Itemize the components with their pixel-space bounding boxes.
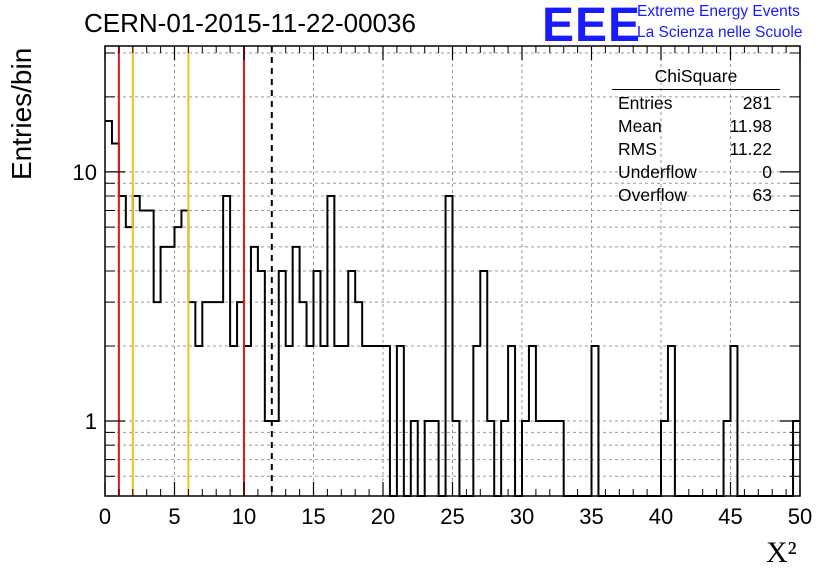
stats-value: 281 <box>742 93 772 113</box>
stats-row-entries: Entries 281 <box>612 92 780 115</box>
histogram-bin <box>480 271 487 496</box>
histogram-bin <box>168 247 175 496</box>
y-tick-label: 10 <box>73 160 97 185</box>
stats-value: 0 <box>762 162 772 182</box>
x-tick-label: 0 <box>99 504 111 529</box>
x-tick-label: 45 <box>718 504 742 529</box>
stats-title: ChiSquare <box>612 66 780 90</box>
x-tick-label: 5 <box>168 504 180 529</box>
x-tick-label: 15 <box>301 504 325 529</box>
histogram-bin <box>258 271 265 496</box>
eee-logo: EEE <box>542 0 642 52</box>
histogram-bin <box>161 247 168 496</box>
x-tick-label: 10 <box>232 504 256 529</box>
histogram-bin <box>348 271 355 496</box>
stats-label: Entries <box>618 93 673 113</box>
histogram-bin <box>279 271 286 496</box>
x-tick-label: 35 <box>579 504 603 529</box>
axis-ticks: 0 5 10 15 20 25 30 35 40 45 50 1 10 <box>73 46 812 529</box>
histogram-bin <box>188 302 195 496</box>
histogram-bin <box>300 302 307 496</box>
stats-label: RMS <box>618 139 657 159</box>
grid-layer <box>105 46 800 496</box>
stats-label: Mean <box>618 116 662 136</box>
histogram-bin <box>105 121 112 496</box>
y-tick-label: 1 <box>85 409 97 434</box>
stats-row-rms: RMS 11.22 <box>612 138 780 161</box>
histogram-bin <box>126 227 133 496</box>
logo-line-2: La Scienza nelle Scuole <box>637 24 803 41</box>
x-tick-label: 50 <box>788 504 812 529</box>
histogram-bin <box>209 302 216 496</box>
stats-box: ChiSquare Entries 281 Mean 11.98 RMS 11.… <box>612 66 780 207</box>
stats-row-overflow: Overflow 63 <box>612 184 780 207</box>
stats-value: 11.98 <box>729 116 773 136</box>
stats-row-mean: Mean 11.98 <box>612 115 780 138</box>
histogram-bin <box>314 271 321 496</box>
x-tick-label: 40 <box>649 504 673 529</box>
stats-label: Underflow <box>618 162 697 182</box>
logo-line-1: Extreme Energy Events <box>637 3 800 20</box>
histogram-bin <box>251 247 258 496</box>
histogram-bin <box>216 302 223 496</box>
histogram-bin <box>175 227 182 496</box>
histogram-bin <box>140 210 147 496</box>
x-tick-label: 25 <box>440 504 464 529</box>
histogram-bin <box>202 302 209 496</box>
histogram-bin <box>355 302 362 496</box>
histogram-bin <box>181 210 188 496</box>
histogram-bin <box>237 302 244 496</box>
x-tick-label: 30 <box>510 504 534 529</box>
x-axis-label: X² <box>766 536 797 569</box>
histogram-bin <box>147 210 154 496</box>
stats-row-underflow: Underflow 0 <box>612 161 780 184</box>
stats-value: 63 <box>752 185 772 205</box>
y-axis-label: Entries/bin <box>6 47 37 180</box>
histogram-bin <box>154 302 161 496</box>
stats-value: 11.22 <box>729 139 773 159</box>
x-tick-label: 20 <box>371 504 395 529</box>
histogram-bin <box>293 247 300 496</box>
stats-label: Overflow <box>618 185 688 205</box>
page-title: CERN-01-2015-11-22-00036 <box>84 8 416 38</box>
